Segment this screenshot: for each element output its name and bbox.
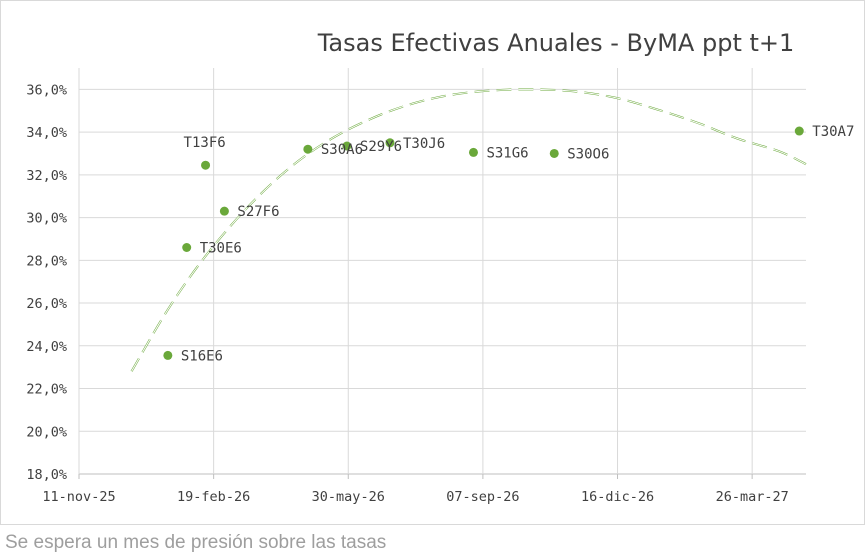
data-point-s30a6 xyxy=(303,145,312,154)
data-label-t30e6: T30E6 xyxy=(200,240,242,256)
y-tick-label: 22,0% xyxy=(26,382,67,398)
data-point-s30o6 xyxy=(550,149,559,158)
data-label-s27f6: S27F6 xyxy=(237,204,279,220)
data-label-s31g6: S31G6 xyxy=(486,145,528,161)
y-tick-label: 20,0% xyxy=(26,424,67,440)
x-tick-label: 11-nov-25 xyxy=(42,489,115,505)
data-point-t13f6 xyxy=(201,161,210,170)
data-label-s30o6: S30O6 xyxy=(567,146,609,162)
data-label-s16e6: S16E6 xyxy=(181,348,223,364)
x-tick-label: 19-feb-26 xyxy=(177,489,250,505)
y-tick-label: 32,0% xyxy=(26,168,67,184)
data-label-t30j6: T30J6 xyxy=(403,136,445,152)
data-label-t13f6: T13F6 xyxy=(184,135,226,151)
data-label-s30a6: S30A6 xyxy=(321,142,363,158)
data-label-s29y6: S29Y6 xyxy=(360,139,402,155)
data-point-t30e6 xyxy=(182,243,191,252)
scatter-chart: Tasas Efectivas Anuales - ByMA ppt t+1 S… xyxy=(0,0,867,527)
data-point-s31g6 xyxy=(469,148,478,157)
y-tick-label: 18,0% xyxy=(26,467,67,483)
data-point-t30a7 xyxy=(795,127,804,136)
x-tick-label: 07-sep-26 xyxy=(446,489,519,505)
y-tick-label: 26,0% xyxy=(26,296,67,312)
x-tick-label: 30-may-26 xyxy=(312,489,385,505)
y-tick-label: 36,0% xyxy=(26,82,67,98)
chart-title: Tasas Efectivas Anuales - ByMA ppt t+1 xyxy=(317,29,795,57)
figure-caption: Se espera un mes de presión sobre las ta… xyxy=(5,532,386,554)
data-label-t30a7: T30A7 xyxy=(812,124,854,140)
y-tick-label: 30,0% xyxy=(26,211,67,227)
y-tick-label: 28,0% xyxy=(26,253,67,269)
y-tick-label: 24,0% xyxy=(26,339,67,355)
x-tick-label: 26-mar-27 xyxy=(716,489,789,505)
x-tick-label: 16-dic-26 xyxy=(581,489,654,505)
data-point-s27f6 xyxy=(220,207,229,216)
data-point-s16e6 xyxy=(163,351,172,360)
y-tick-label: 34,0% xyxy=(26,125,67,141)
